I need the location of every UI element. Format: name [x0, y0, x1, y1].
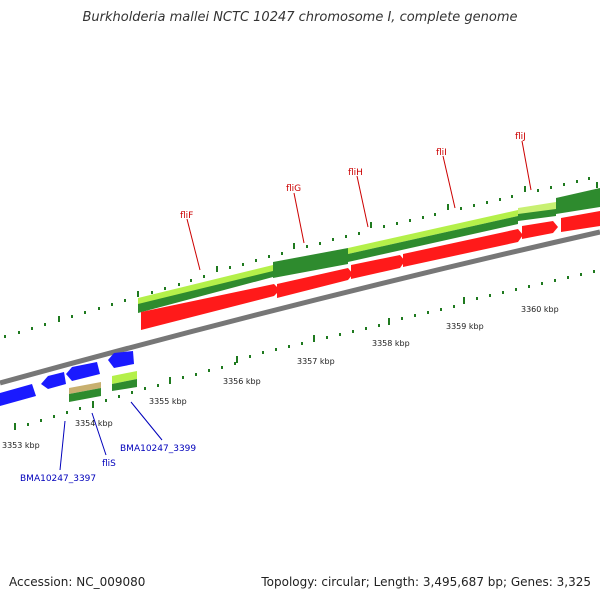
leader-flii	[442, 155, 456, 209]
gene-bar-lower-1	[69, 382, 101, 394]
gene-track-lower[interactable]	[69, 371, 137, 402]
leader-bma3399	[130, 401, 163, 441]
gene-bar-flij-dark	[518, 209, 556, 221]
gene-bar-next	[556, 188, 600, 214]
gene-bar-flij-light	[518, 202, 556, 216]
cds-track-lower[interactable]	[0, 351, 134, 406]
leader-flis	[91, 412, 107, 456]
gene-bar-flih-light	[348, 210, 518, 254]
leader-flij	[521, 140, 532, 191]
upper-leader-lines	[186, 140, 532, 271]
gene-label-flii[interactable]: fliI	[436, 148, 447, 158]
gene-label-flig[interactable]: fliG	[286, 184, 301, 194]
cds-track-upper[interactable]	[141, 211, 600, 330]
upper-ruler	[4, 177, 598, 338]
tick-label-3356: 3356 kbp	[223, 377, 261, 386]
tick-label-3353: 3353 kbp	[2, 441, 40, 450]
leader-flig	[293, 192, 305, 244]
cds-arrow-rev-4	[108, 351, 134, 368]
gene-label-bma10247-3399[interactable]: BMA10247_3399	[120, 444, 196, 454]
tick-label-3359: 3359 kbp	[446, 322, 484, 331]
gene-bar-flif-dark	[138, 271, 273, 313]
genome-stats-text: Topology: circular; Length: 3,495,687 bp…	[261, 575, 591, 589]
cds-arrow-1	[141, 284, 280, 330]
gene-label-flih[interactable]: fliH	[348, 168, 363, 178]
cds-arrow-3	[351, 255, 405, 279]
gene-label-bma10247-3397[interactable]: BMA10247_3397	[20, 474, 96, 484]
gene-track-upper[interactable]	[138, 188, 600, 313]
gene-bar-lower-3	[112, 371, 137, 384]
cds-arrow-rev-1	[0, 384, 36, 406]
cds-arrow-2	[277, 268, 353, 298]
gene-label-flif[interactable]: fliF	[180, 211, 193, 221]
lower-leader-lines	[59, 401, 163, 471]
tick-label-3355: 3355 kbp	[149, 397, 187, 406]
gene-label-flij[interactable]: fliJ	[515, 132, 526, 142]
tick-label-3360: 3360 kbp	[521, 305, 559, 314]
lower-ruler	[14, 270, 595, 430]
gene-bar-lower-4	[112, 379, 137, 391]
tick-label-3357: 3357 kbp	[297, 357, 335, 366]
tick-label-3354: 3354 kbp	[75, 419, 113, 428]
gene-bar-lower-2	[69, 388, 101, 402]
cds-arrow-6	[561, 211, 600, 232]
chromosome-backbone	[0, 229, 600, 386]
gene-label-flis[interactable]: fliS	[102, 459, 116, 469]
cds-arrow-rev-3	[66, 362, 100, 381]
map-title: Burkholderia mallei NCTC 10247 chromosom…	[82, 10, 518, 25]
gene-bar-flig	[273, 248, 348, 278]
leader-flif	[186, 218, 201, 271]
accession-text: Accession: NC_009080	[9, 575, 146, 589]
tick-label-3358: 3358 kbp	[372, 339, 410, 348]
cds-arrow-rev-2	[41, 372, 66, 389]
gene-bar-flih-dark	[348, 216, 518, 262]
leader-flih	[356, 175, 369, 228]
leader-bma3397	[59, 420, 66, 471]
cds-arrow-5	[522, 221, 558, 239]
cds-arrow-4	[403, 229, 523, 267]
